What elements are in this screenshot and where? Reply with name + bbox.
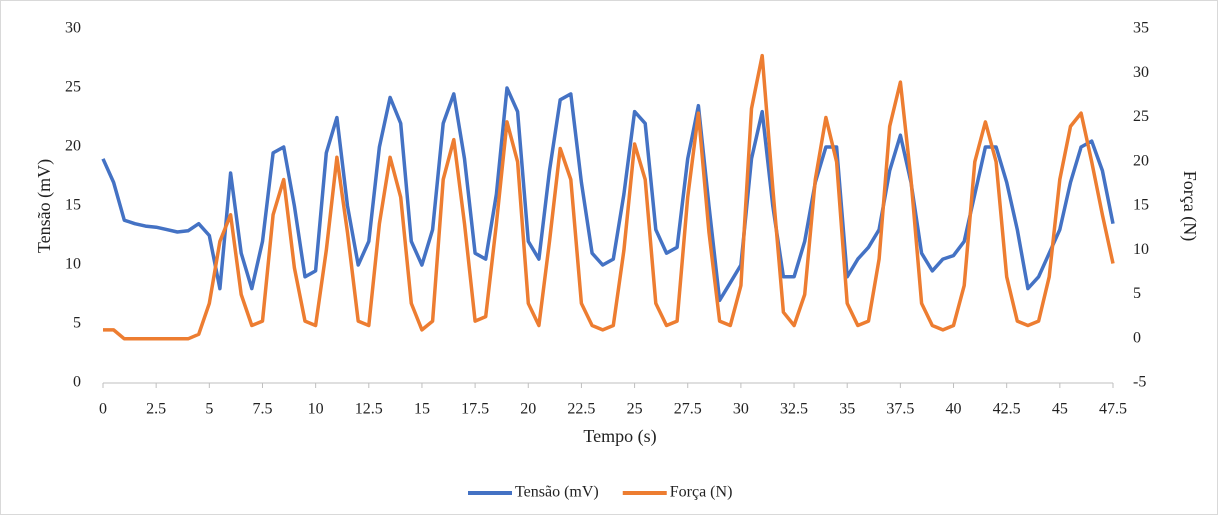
x-tick-label: 42.5 <box>993 401 1021 418</box>
x-tick-label: 12.5 <box>355 401 383 418</box>
x-tick-label: 20 <box>520 401 536 418</box>
series-line <box>101 86 1115 303</box>
x-tick-label: 10 <box>308 401 324 418</box>
x-tick-label: 25 <box>627 401 643 418</box>
y-tick-label: 0 <box>73 374 81 391</box>
y-tick-label: 5 <box>73 315 81 332</box>
x-tick-label: 0 <box>99 401 107 418</box>
x-tick-label: 37.5 <box>886 401 914 418</box>
legend-label: Tensão (mV) <box>515 484 599 501</box>
x-tick-label: 2.5 <box>146 401 166 418</box>
y2-tick-label: 15 <box>1133 197 1149 214</box>
y-tick-label: 25 <box>65 79 81 96</box>
y2-tick-label: 20 <box>1133 152 1149 169</box>
x-axis-label: Tempo (s) <box>583 426 656 447</box>
y2-tick-label: 0 <box>1133 329 1141 346</box>
y-tick-label: 20 <box>65 138 81 155</box>
y-tick-label: 30 <box>65 20 81 37</box>
y2-tick-label: 5 <box>1133 285 1141 302</box>
y-axis-label: Tensão (mV) <box>34 159 55 253</box>
x-tick-label: 5 <box>205 401 213 418</box>
y2-tick-label: 25 <box>1133 108 1149 125</box>
x-tick-label: 47.5 <box>1099 401 1127 418</box>
x-tick-label: 7.5 <box>252 401 272 418</box>
y2-axis-label: Força (N) <box>1179 171 1200 241</box>
y2-tick-label: 30 <box>1133 64 1149 81</box>
y2-tick-label: 10 <box>1133 241 1149 258</box>
y2-tick-label: 35 <box>1133 20 1149 37</box>
x-tick-label: 17.5 <box>461 401 489 418</box>
x-tick-label: 32.5 <box>780 401 808 418</box>
x-tick-label: 40 <box>946 401 962 418</box>
x-tick-label: 30 <box>733 401 749 418</box>
y-tick-label: 10 <box>65 256 81 273</box>
x-tick-label: 22.5 <box>567 401 595 418</box>
y-tick-label: 15 <box>65 197 81 214</box>
x-tick-label: 27.5 <box>674 401 702 418</box>
x-tick-label: 15 <box>414 401 430 418</box>
y2-tick-label: -5 <box>1133 374 1146 391</box>
legend-label: Força (N) <box>670 484 733 501</box>
x-tick-label: 35 <box>839 401 855 418</box>
x-tick-label: 45 <box>1052 401 1068 418</box>
series-line <box>103 53 1115 341</box>
